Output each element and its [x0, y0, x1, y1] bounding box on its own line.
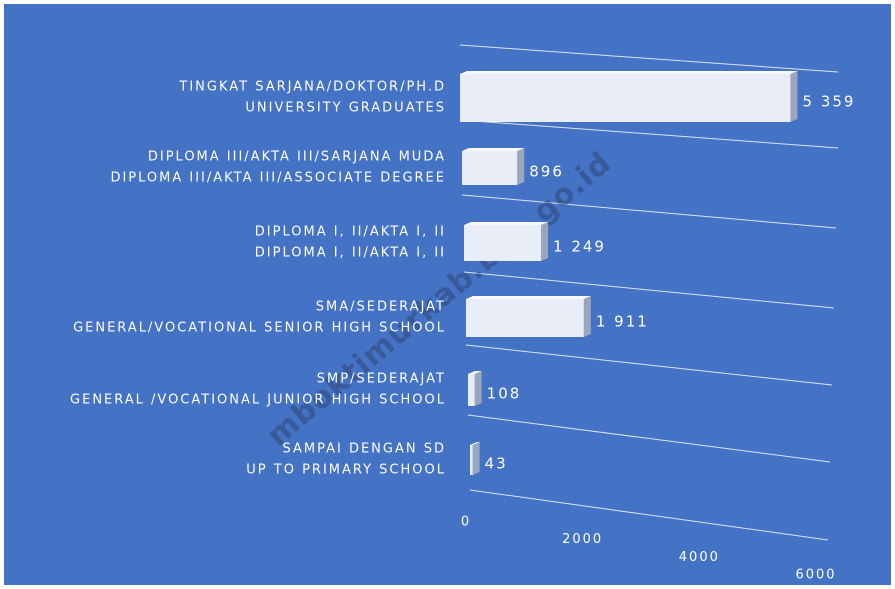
- category-label: DIPLOMA I, II/AKTA I, II: [255, 246, 446, 261]
- category-label: SAMPAI DENGAN SD: [282, 442, 446, 457]
- row-separator: [460, 119, 839, 149]
- bar-top: [468, 371, 482, 374]
- x-tick-label: 0: [461, 515, 471, 530]
- bar-top: [462, 148, 525, 151]
- value-label: 1 249: [553, 238, 606, 256]
- category-label: SMA/SEDERAJAT: [316, 300, 446, 315]
- row-separator: [465, 344, 833, 386]
- bar-side: [541, 222, 549, 261]
- x-tick-label: 2000: [562, 532, 603, 547]
- bar-top: [464, 222, 549, 225]
- row-separator: [461, 194, 837, 229]
- bar-side: [790, 71, 798, 122]
- bar-side: [474, 371, 482, 406]
- grid: [459, 44, 839, 541]
- row-separator: [463, 271, 835, 309]
- bar-side: [583, 296, 591, 337]
- category-label: SMP/SEDERAJAT: [317, 372, 446, 387]
- value-label: 5 359: [802, 93, 855, 111]
- x-tick-label: 4000: [679, 550, 720, 565]
- bar: [468, 374, 475, 406]
- category-label: GENERAL /VOCATIONAL JUNIOR HIGH SCHOOL: [70, 393, 446, 408]
- bar-top: [466, 296, 591, 299]
- bar: [460, 74, 791, 122]
- category-label: DIPLOMA I, II/AKTA I, II: [255, 225, 446, 240]
- value-label: 43: [485, 455, 508, 473]
- bar-side: [472, 442, 480, 475]
- row-separator: [467, 414, 831, 463]
- bar-top: [460, 71, 798, 74]
- value-label: 1 911: [596, 313, 649, 331]
- x-tick-label: 6000: [795, 568, 836, 583]
- bar: [470, 445, 473, 475]
- category-label: DIPLOMA III/AKTA III/ASSOCIATE DEGREE: [110, 171, 446, 186]
- bar: [466, 299, 584, 337]
- category-label: TINGKAT SARJANA/DOKTOR/PH.D: [178, 80, 446, 95]
- category-label: DIPLOMA III/AKTA III/SARJANA MUDA: [148, 150, 446, 165]
- value-label: 896: [529, 163, 564, 181]
- row-separator: [469, 489, 829, 541]
- bar-side: [517, 148, 525, 185]
- bar: [464, 225, 542, 261]
- bar: [462, 151, 518, 185]
- bar-top: [470, 442, 480, 445]
- category-label: UNIVERSITY GRADUATES: [245, 101, 446, 116]
- category-label: UP TO PRIMARY SCHOOL: [246, 463, 446, 478]
- category-label: GENERAL/VOCATIONAL SENIOR HIGH SCHOOL: [73, 321, 446, 336]
- row-separator: [459, 44, 839, 73]
- value-label: 108: [487, 385, 522, 403]
